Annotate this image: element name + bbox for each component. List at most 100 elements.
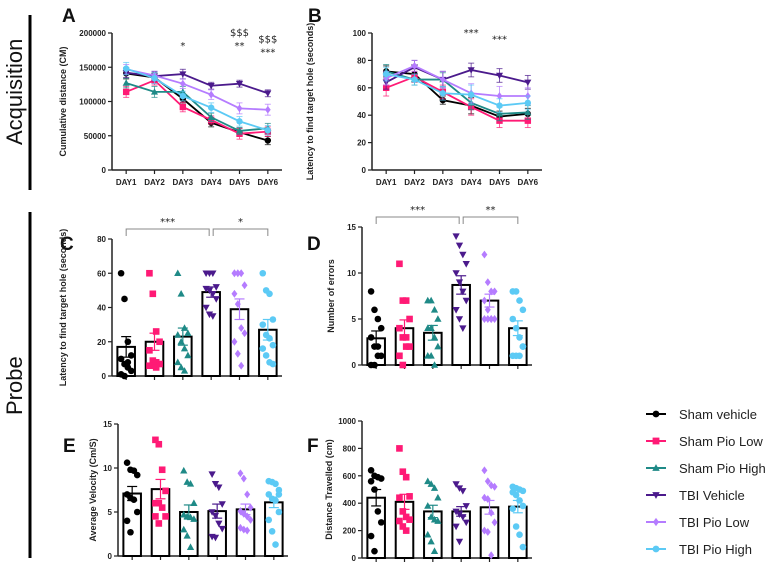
data-point [209, 313, 217, 320]
data-point [512, 288, 520, 295]
series-tbi-pio-high [382, 66, 532, 113]
data-point [264, 127, 272, 134]
data-point [382, 70, 390, 78]
bracket-line [375, 216, 460, 224]
y-tick-label: 0 [362, 166, 367, 175]
data-point [215, 484, 223, 492]
y-axis-label: Latency to find target hole (seconds) [58, 229, 68, 387]
data-point [481, 493, 488, 502]
y-tick-label: 20 [357, 139, 366, 148]
data-point [158, 504, 166, 511]
y-tick-label: 800 [343, 444, 357, 453]
y-tick-label: 0 [352, 554, 357, 563]
data-point [396, 260, 403, 268]
y-tick-label: 0 [102, 166, 107, 175]
bar-group [366, 467, 386, 559]
data-point [190, 515, 198, 522]
bar-group [207, 471, 227, 557]
data-point [402, 473, 410, 481]
y-tick-label: 10 [103, 464, 112, 473]
data-point [434, 315, 442, 322]
data-point [484, 315, 491, 323]
data-point [179, 103, 187, 111]
data-point [488, 508, 495, 517]
data-point [430, 547, 439, 554]
data-point [484, 305, 491, 314]
bar-group [235, 469, 256, 557]
data-point [406, 516, 413, 523]
data-point [272, 480, 279, 488]
data-point [259, 321, 267, 328]
data-point [374, 343, 382, 350]
data-point [459, 251, 467, 259]
bar-group [479, 250, 500, 367]
y-tick-label: 200000 [79, 29, 106, 38]
data-point [488, 287, 495, 296]
data-point [156, 360, 163, 368]
data-point [179, 92, 187, 100]
y-axis-label: Average Velocity (Cm/S) [88, 438, 98, 541]
bar-group [116, 269, 136, 380]
data-point [427, 352, 435, 359]
data-point [484, 528, 491, 536]
legend-marker [652, 464, 660, 471]
data-point [262, 352, 270, 359]
data-point [434, 517, 442, 524]
y-tick-label: 600 [343, 472, 357, 481]
data-point [156, 338, 163, 346]
significance-annotation: ** [235, 41, 245, 52]
panel-e: E Average Velocity (Cm/S) 0 5 10 15 [63, 420, 288, 561]
y-tick-label: 200 [343, 527, 357, 536]
data-point [399, 468, 407, 475]
x-tick-label: DAY2 [404, 178, 425, 187]
data-point [371, 361, 378, 369]
bar-group [423, 477, 443, 560]
panel-letter: D [307, 234, 321, 255]
data-point [495, 110, 504, 117]
data-point [207, 113, 215, 120]
data-point [524, 108, 532, 116]
data-point [234, 349, 241, 358]
legend-item: TBI Vehicle [646, 488, 745, 503]
legend-label: Sham vehicle [679, 407, 757, 422]
data-point [452, 270, 460, 277]
data-point [247, 503, 254, 512]
data-point [481, 526, 488, 535]
panel-letter: C [60, 234, 74, 255]
panel-a: A Cumulative distance (CM) 0 50000 100000 150… [58, 6, 282, 187]
data-point [123, 459, 131, 467]
y-tick-label: 80 [357, 56, 366, 65]
panel-letter: A [62, 6, 76, 27]
x-tick-label: DAY5 [489, 178, 510, 187]
data-point [123, 517, 131, 525]
data-point [439, 90, 447, 97]
data-point [152, 359, 160, 366]
significance-annotation: *** [410, 205, 425, 216]
data-point [459, 325, 467, 332]
series-line [125, 79, 268, 135]
bracket-line [462, 216, 519, 224]
data-point [190, 499, 198, 507]
data-point [174, 358, 182, 366]
data-point [207, 83, 215, 90]
data-point [519, 487, 527, 495]
data-point [424, 502, 432, 509]
data-point [462, 260, 470, 268]
data-point [152, 364, 160, 371]
data-point [452, 306, 460, 314]
data-point [430, 361, 439, 368]
data-point [234, 269, 241, 278]
data-point [455, 538, 464, 546]
data-point [374, 315, 382, 323]
data-point [524, 99, 532, 107]
data-point [524, 117, 532, 124]
data-point [512, 491, 520, 499]
bar-group [173, 269, 193, 377]
data-point [236, 104, 243, 113]
data-point [241, 281, 248, 290]
data-point [237, 507, 244, 516]
data-point [236, 118, 243, 125]
data-point [519, 543, 527, 551]
